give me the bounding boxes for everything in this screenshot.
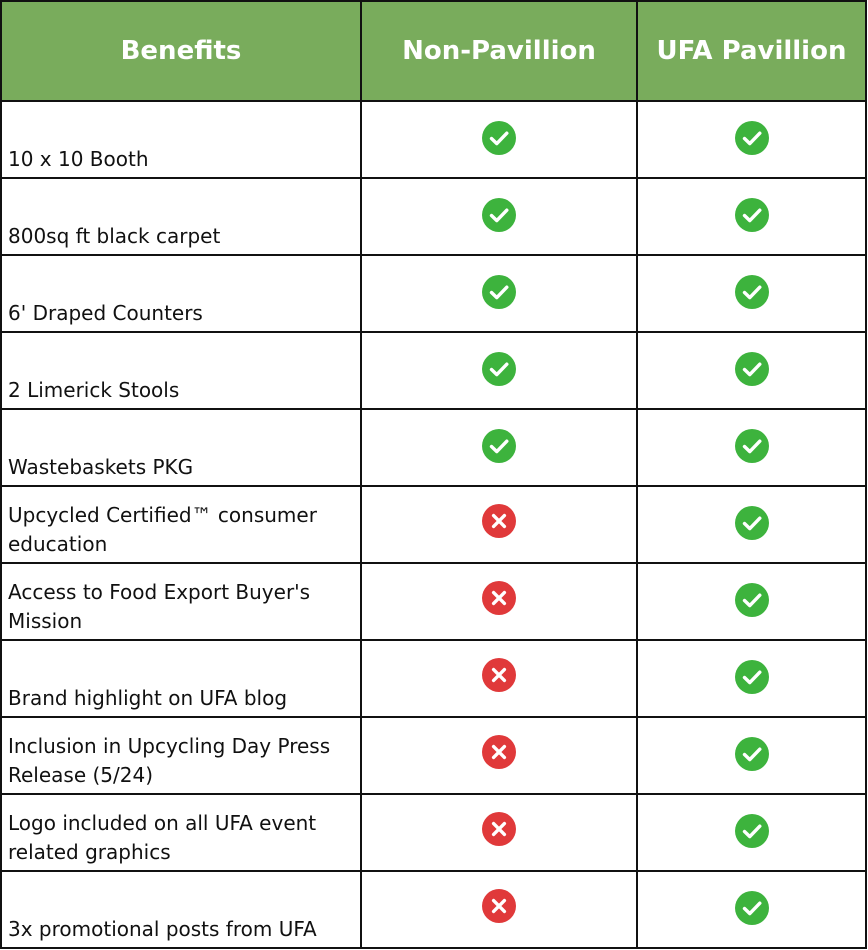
ufa-pavillion-cell [636, 793, 867, 872]
benefit-label: 800sq ft black carpet [0, 177, 362, 256]
non-pavillion-cell [360, 562, 638, 641]
benefit-label: Brand highlight on UFA blog [0, 639, 362, 718]
ufa-pavillion-cell [636, 100, 867, 179]
benefit-label: 6' Draped Counters [0, 254, 362, 333]
non-pavillion-cell [360, 639, 638, 718]
table-row: 6' Draped Counters [0, 254, 867, 333]
check-circle-icon [734, 660, 769, 694]
table-row: 3x promotional posts from UFA [0, 870, 867, 949]
check-circle-icon [734, 121, 769, 155]
non-pavillion-cell [360, 716, 638, 795]
header-ufa-pavillion: UFA Pavillion [636, 0, 867, 102]
ufa-pavillion-cell [636, 331, 867, 410]
x-circle-icon [482, 735, 516, 769]
check-circle-icon [734, 275, 769, 309]
table-row: 800sq ft black carpet [0, 177, 867, 256]
ufa-pavillion-cell [636, 562, 867, 641]
check-circle-icon [734, 198, 769, 232]
non-pavillion-cell [360, 254, 638, 333]
check-circle-icon [482, 198, 516, 232]
ufa-pavillion-cell [636, 639, 867, 718]
ufa-pavillion-cell [636, 716, 867, 795]
check-circle-icon [734, 352, 769, 386]
x-circle-icon [482, 504, 516, 538]
x-circle-icon [482, 658, 516, 692]
check-circle-icon [734, 429, 769, 463]
benefit-label: Access to Food Export Buyer's Mission [0, 562, 362, 641]
table-row: 2 Limerick Stools [0, 331, 867, 410]
header-non-pavillion: Non-Pavillion [360, 0, 638, 102]
check-circle-icon [482, 429, 516, 463]
x-circle-icon [482, 581, 516, 615]
table-row: Inclusion in Upcycling Day Press Release… [0, 716, 867, 795]
check-circle-icon [734, 891, 769, 925]
non-pavillion-cell [360, 870, 638, 949]
check-circle-icon [482, 275, 516, 309]
table-row: Upcycled Certified™ consumer education [0, 485, 867, 564]
benefit-label: 10 x 10 Booth [0, 100, 362, 179]
header-row: Benefits Non-Pavillion UFA Pavillion [0, 0, 867, 102]
header-benefits: Benefits [0, 0, 362, 102]
table-row: Wastebaskets PKG [0, 408, 867, 487]
check-circle-icon [734, 737, 769, 771]
check-circle-icon [734, 814, 769, 848]
non-pavillion-cell [360, 100, 638, 179]
non-pavillion-cell [360, 408, 638, 487]
check-circle-icon [482, 121, 516, 155]
ufa-pavillion-cell [636, 870, 867, 949]
check-circle-icon [734, 506, 769, 540]
table-row: 10 x 10 Booth [0, 100, 867, 179]
ufa-pavillion-cell [636, 485, 867, 564]
check-circle-icon [482, 352, 516, 386]
non-pavillion-cell [360, 331, 638, 410]
benefit-label: 3x promotional posts from UFA [0, 870, 362, 949]
benefit-label: Upcycled Certified™ consumer education [0, 485, 362, 564]
ufa-pavillion-cell [636, 177, 867, 256]
non-pavillion-cell [360, 177, 638, 256]
x-circle-icon [482, 812, 516, 846]
table-row: Logo included on all UFA event related g… [0, 793, 867, 872]
table-row: Access to Food Export Buyer's Mission [0, 562, 867, 641]
check-circle-icon [734, 583, 769, 617]
benefit-label: Wastebaskets PKG [0, 408, 362, 487]
benefit-label: 2 Limerick Stools [0, 331, 362, 410]
ufa-pavillion-cell [636, 254, 867, 333]
non-pavillion-cell [360, 793, 638, 872]
non-pavillion-cell [360, 485, 638, 564]
ufa-pavillion-cell [636, 408, 867, 487]
x-circle-icon [482, 889, 516, 923]
benefit-label: Logo included on all UFA event related g… [0, 793, 362, 872]
table-row: Brand highlight on UFA blog [0, 639, 867, 718]
table-header: Benefits Non-Pavillion UFA Pavillion [0, 0, 867, 102]
table-body: 10 x 10 Booth 800sq ft black carpet 6' Dra… [0, 100, 867, 949]
benefit-label: Inclusion in Upcycling Day Press Release… [0, 716, 362, 795]
